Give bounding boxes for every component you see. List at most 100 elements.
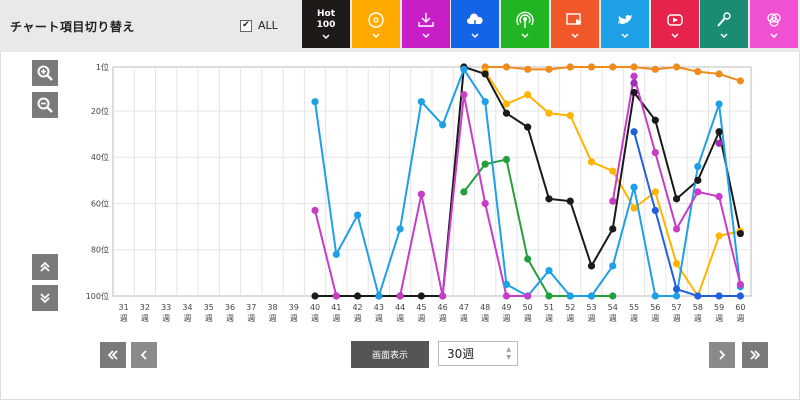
data-point-4 bbox=[311, 98, 319, 106]
data-point-5 bbox=[609, 197, 617, 205]
category-button-lookup[interactable] bbox=[750, 0, 799, 48]
first-page-button[interactable] bbox=[100, 342, 126, 368]
broadcast-icon bbox=[516, 11, 534, 28]
category-button-karaoke[interactable] bbox=[700, 0, 749, 48]
zoom-out-button[interactable] bbox=[32, 92, 58, 118]
chevron-down-icon bbox=[671, 32, 679, 38]
category-button-download[interactable] bbox=[401, 0, 450, 48]
checkbox-mark[interactable]: ✔ bbox=[240, 19, 252, 32]
bird-icon bbox=[617, 14, 632, 24]
double-chevron-left-icon bbox=[107, 350, 118, 360]
x-tick-unit: 週 bbox=[481, 314, 489, 323]
data-point-1 bbox=[630, 204, 638, 212]
x-tick-label: 36 bbox=[225, 303, 235, 312]
spinner-icon[interactable]: ▲ ▼ bbox=[506, 346, 511, 361]
data-point-2 bbox=[715, 128, 723, 136]
data-point-2 bbox=[545, 195, 553, 203]
x-tick-unit: 週 bbox=[183, 314, 191, 323]
x-tick-label: 37 bbox=[246, 303, 256, 312]
all-checkbox[interactable]: ✔ ALL bbox=[240, 19, 278, 32]
chevron-down-icon bbox=[471, 32, 479, 38]
x-tick-unit: 週 bbox=[524, 314, 532, 323]
x-tick-unit: 週 bbox=[290, 314, 298, 323]
data-point-5 bbox=[439, 292, 447, 300]
category-button-twitter[interactable] bbox=[600, 0, 649, 48]
data-point-7 bbox=[715, 139, 723, 147]
data-point-5 bbox=[694, 188, 702, 196]
data-point-1 bbox=[672, 260, 681, 268]
data-point-3 bbox=[502, 155, 511, 164]
x-tick-label: 53 bbox=[586, 303, 596, 312]
data-point-2 bbox=[502, 109, 511, 117]
data-point-1 bbox=[715, 232, 723, 240]
data-point-4 bbox=[545, 266, 553, 275]
data-point-7 bbox=[630, 79, 638, 87]
data-point-0 bbox=[587, 63, 596, 71]
double-chevron-up-icon bbox=[40, 261, 50, 272]
data-point-5 bbox=[396, 292, 404, 300]
x-tick-label: 38 bbox=[267, 303, 277, 312]
x-tick-unit: 週 bbox=[141, 314, 149, 323]
data-point-5 bbox=[651, 148, 659, 157]
x-tick-unit: 週 bbox=[311, 314, 319, 323]
x-tick-label: 41 bbox=[331, 303, 341, 312]
data-point-4 bbox=[460, 65, 468, 73]
x-tick-unit: 週 bbox=[205, 314, 213, 323]
x-tick-unit: 週 bbox=[332, 314, 340, 323]
x-tick-label: 49 bbox=[501, 303, 511, 312]
x-tick-unit: 週 bbox=[247, 314, 255, 323]
data-point-4 bbox=[502, 280, 511, 289]
next-page-button[interactable] bbox=[709, 342, 735, 368]
data-point-3 bbox=[524, 255, 532, 263]
x-tick-unit: 週 bbox=[396, 314, 404, 323]
scroll-down-button[interactable] bbox=[32, 285, 58, 311]
cd-icon bbox=[368, 11, 384, 28]
data-point-5 bbox=[311, 206, 319, 215]
data-point-2 bbox=[672, 195, 681, 203]
x-tick-unit: 週 bbox=[588, 314, 596, 323]
x-tick-label: 52 bbox=[565, 303, 575, 312]
category-button-streaming[interactable] bbox=[451, 0, 500, 48]
x-tick-unit: 週 bbox=[736, 314, 744, 323]
data-point-4 bbox=[332, 250, 340, 258]
category-button-video[interactable] bbox=[551, 0, 599, 48]
x-tick-label: 57 bbox=[671, 303, 681, 312]
chevron-down-icon bbox=[521, 32, 529, 38]
scroll-up-button[interactable] bbox=[32, 254, 58, 280]
x-tick-unit: 週 bbox=[502, 314, 510, 323]
data-point-1 bbox=[609, 167, 617, 175]
chevron-down-icon bbox=[770, 32, 778, 38]
y-tick-label: 1位 bbox=[96, 62, 109, 72]
category-button-radio[interactable] bbox=[501, 0, 550, 48]
x-tick-unit: 週 bbox=[630, 314, 638, 323]
all-label: ALL bbox=[258, 19, 278, 32]
data-point-6 bbox=[694, 292, 702, 300]
data-point-4 bbox=[375, 292, 383, 300]
series-line-5 bbox=[314, 210, 338, 297]
display-button[interactable]: 画面表示 bbox=[351, 341, 429, 368]
category-button-sales[interactable] bbox=[351, 0, 400, 48]
x-tick-label: 54 bbox=[608, 303, 618, 312]
week-range-select[interactable]: 30週 ▲ ▼ bbox=[438, 341, 518, 366]
category-label-bottom: 100 bbox=[316, 19, 336, 30]
chevron-left-icon bbox=[140, 350, 147, 360]
category-button-youtube[interactable] bbox=[650, 0, 699, 48]
data-point-4 bbox=[694, 162, 702, 171]
prev-page-button[interactable] bbox=[131, 342, 157, 368]
data-point-4 bbox=[396, 225, 404, 233]
x-tick-label: 34 bbox=[182, 303, 192, 312]
data-point-2 bbox=[417, 292, 425, 300]
chevron-down-icon bbox=[720, 32, 728, 38]
data-point-5 bbox=[481, 199, 489, 208]
data-point-0 bbox=[609, 63, 617, 71]
last-page-button[interactable] bbox=[742, 342, 768, 368]
zoom-in-button[interactable] bbox=[32, 60, 58, 86]
data-point-1 bbox=[545, 109, 553, 117]
chevron-right-icon bbox=[719, 350, 726, 360]
x-tick-unit: 週 bbox=[226, 314, 234, 323]
week-range-value: 30週 bbox=[447, 347, 475, 361]
x-tick-label: 47 bbox=[459, 303, 469, 312]
category-button-hot-100[interactable]: Hot 100 bbox=[302, 0, 350, 48]
data-point-0 bbox=[672, 63, 681, 71]
